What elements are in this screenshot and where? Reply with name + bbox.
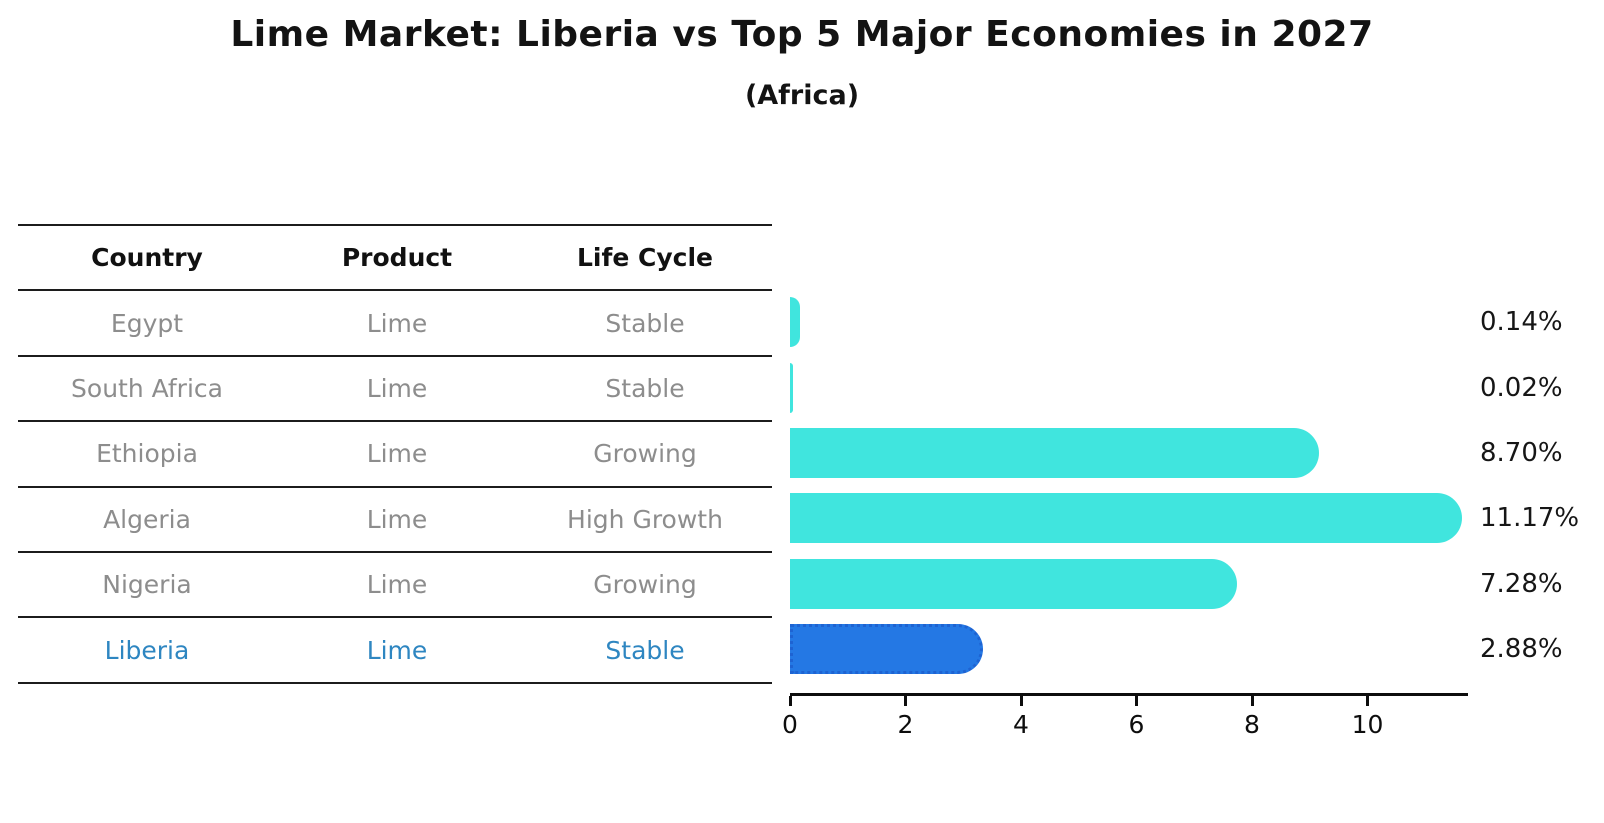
bar-south-africa <box>790 362 794 413</box>
table-row: South Africa Lime Stable <box>18 357 772 423</box>
table-cell-product: Lime <box>366 308 428 338</box>
x-axis-tick-label: 10 <box>1351 710 1384 739</box>
bar-value-label: 0.14% <box>1480 307 1563 338</box>
x-axis-tick-label: 0 <box>782 710 798 739</box>
table-row: Egypt Lime Stable <box>18 291 772 357</box>
table-cell-product: Lime <box>366 635 428 665</box>
table-cell-life-cycle: Stable <box>605 373 685 403</box>
bar-value-label: 7.28% <box>1480 568 1563 599</box>
table-cell-country: South Africa <box>71 373 223 403</box>
table-cell-life-cycle: High Growth <box>567 504 723 534</box>
x-axis-tick <box>904 696 907 706</box>
table-cell-country: Ethiopia <box>96 439 198 469</box>
x-axis-tick <box>1019 696 1023 706</box>
highlight-bar-liberia <box>790 624 984 675</box>
bar-nigeria <box>790 558 1238 609</box>
bar-ethiopia <box>790 427 1320 478</box>
x-axis-tick-label: 6 <box>1128 710 1145 739</box>
table-header-life-cycle: Life Cycle <box>576 243 714 273</box>
bar-value-label: 2.88% <box>1480 634 1563 665</box>
table-cell-life-cycle: Stable <box>605 635 685 665</box>
bar-value-label: 11.17% <box>1480 503 1580 534</box>
table-header-country: Country <box>91 243 203 273</box>
x-axis-line <box>790 693 1468 696</box>
bar-value-label: 8.70% <box>1480 437 1563 468</box>
bar-algeria <box>790 493 1463 544</box>
bar-value-label: 0.02% <box>1480 372 1563 403</box>
table-cell-life-cycle: Stable <box>605 308 685 338</box>
x-axis-tick-label: 8 <box>1244 710 1260 739</box>
table-cell-country: Liberia <box>104 635 190 665</box>
table-header-product: Product <box>341 243 453 273</box>
table-cell-product: Lime <box>366 504 428 534</box>
table-cell-product: Lime <box>366 373 428 403</box>
page-title: Lime Market: Liberia vs Top 5 Major Econ… <box>230 14 1374 55</box>
x-axis-tick-label: 4 <box>1013 710 1029 739</box>
table-cell-product: Lime <box>366 439 428 469</box>
table-cell-life-cycle: Growing <box>593 439 697 469</box>
table-body: Egypt Lime Stable South Africa Lime Stable Eth… <box>18 291 772 684</box>
table-cell-country: Algeria <box>103 504 191 534</box>
market-table: Country Product Life Cycle Egypt Lime Stab… <box>18 224 772 684</box>
table-header-row: Country Product Life Cycle <box>18 226 772 292</box>
table-row-highlight: Liberia Lime Stable <box>18 618 772 684</box>
x-axis-tick <box>1250 696 1254 706</box>
table-row: Nigeria Lime Growing <box>18 553 772 619</box>
table-cell-country: Egypt <box>110 308 184 338</box>
x-axis-tick <box>1135 696 1138 706</box>
bar-egypt <box>790 297 801 348</box>
x-axis-tick-label: 2 <box>897 710 914 739</box>
x-axis-tick <box>788 696 792 706</box>
table-row: Algeria Lime High Growth <box>18 488 772 553</box>
table-row: Ethiopia Lime Growing <box>18 422 772 488</box>
table-cell-country: Nigeria <box>102 570 192 600</box>
table-cell-life-cycle: Growing <box>593 570 697 600</box>
x-axis-tick <box>1366 696 1369 706</box>
page-subtitle: (Africa) <box>744 80 860 111</box>
table-cell-product: Lime <box>366 570 428 600</box>
